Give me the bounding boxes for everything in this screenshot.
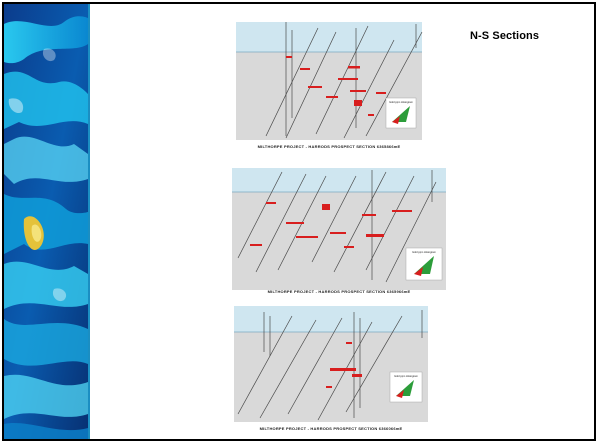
terrain-image — [4, 4, 88, 439]
side-divider — [88, 4, 90, 439]
section-plot-3: Gold ppm Histogram — [234, 306, 428, 422]
legend-box-3 — [389, 371, 423, 403]
slide: N-S Sections — [2, 2, 596, 441]
legend-title-3: Gold ppm Histogram — [394, 374, 418, 378]
section-panel-3: Gold ppm Histogram MILTHORPE PROJECT - H… — [226, 302, 436, 434]
slide-title: N-S Sections — [470, 30, 540, 42]
section-plot-2: Gold ppm Histogram — [232, 168, 446, 290]
section-caption-1: MILTHORPE PROJECT - HARRODS PROSPECT SEC… — [257, 144, 401, 149]
legend-box-2 — [405, 247, 443, 281]
section-caption-3: MILTHORPE PROJECT - HARRODS PROSPECT SEC… — [259, 426, 403, 431]
section-panel-1: Gold ppm Histogram MILTHORPE PROJECT - H… — [226, 18, 432, 150]
section-caption-2: MILTHORPE PROJECT - HARRODS PROSPECT SEC… — [267, 289, 411, 294]
section-panel-2: Gold ppm Histogram MILTHORPE PROJECT - H… — [226, 162, 452, 300]
legend-title-1: Gold ppm Histogram — [389, 100, 413, 104]
legend-title-2: Gold ppm Histogram — [412, 250, 436, 254]
section-plot-1: Gold ppm Histogram — [236, 22, 423, 140]
legend-box-1 — [385, 97, 417, 129]
